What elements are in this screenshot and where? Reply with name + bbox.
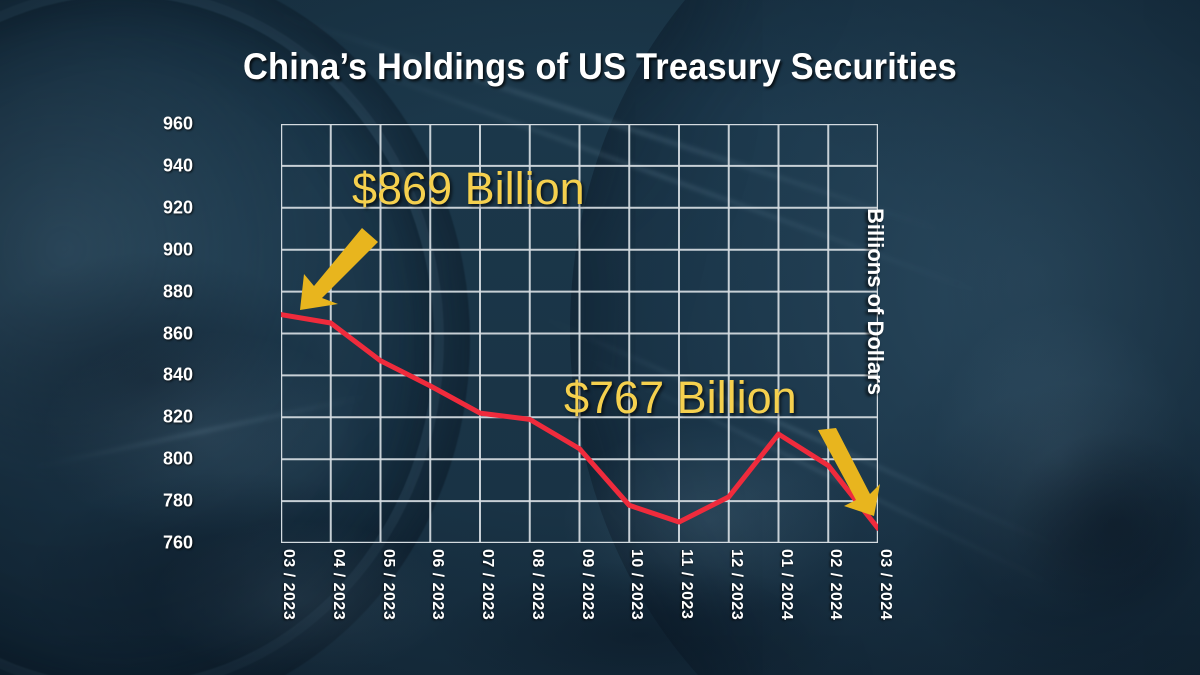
x-axis-tick-label: 09 / 2023 xyxy=(578,549,596,621)
x-axis-tick-label: 06 / 2023 xyxy=(429,549,447,621)
y-axis-tick-label: 760 xyxy=(162,532,193,553)
relief-shadow-2 xyxy=(20,470,440,675)
chart-grid xyxy=(281,124,878,543)
y-axis-title: Billions of Dollars xyxy=(863,208,888,396)
callout-arrow-down-left-icon xyxy=(300,228,378,310)
x-axis-tick-label: 04 / 2023 xyxy=(329,549,347,621)
x-axis-tick-label: 11 / 2023 xyxy=(678,549,695,620)
x-axis-tick-label: 05 / 2023 xyxy=(379,549,397,621)
page-title: China’s Holdings of US Treasury Securiti… xyxy=(242,46,958,87)
chart-plot-area xyxy=(281,124,878,543)
x-axis-tick-label: 02 / 2024 xyxy=(827,549,845,621)
x-axis-tick-label: 03 / 2024 xyxy=(877,549,894,621)
x-axis-tick-label: 08 / 2023 xyxy=(528,549,546,621)
y-axis-tick-label: 820 xyxy=(162,406,193,427)
y-axis-tick-label: 780 xyxy=(162,490,193,511)
y-axis-tick-label: 800 xyxy=(162,448,193,469)
relief-shadow-1 xyxy=(0,250,340,510)
y-axis-tick-label: 860 xyxy=(162,323,193,343)
start-value-callout: $869 Billion xyxy=(352,163,585,214)
y-axis-tick-label: 900 xyxy=(162,239,193,260)
y-axis-tick-label: 960 xyxy=(162,113,193,134)
x-axis-tick-label: 03 / 2023 xyxy=(280,549,297,621)
y-axis-tick-label: 880 xyxy=(162,281,193,302)
y-axis-tick-label: 920 xyxy=(162,197,193,218)
y-axis-tick-label: 840 xyxy=(162,364,193,385)
end-value-callout: $767 Billion xyxy=(564,372,797,423)
relief-highlight-2 xyxy=(150,520,450,675)
data-line xyxy=(281,124,878,543)
relief-shadow-5 xyxy=(430,560,850,675)
callout-arrow-down-right-icon xyxy=(818,428,880,516)
x-axis-tick-label: 07 / 2023 xyxy=(479,549,496,621)
x-axis-tick-labels: 03 / 2023 04 / 2023 05 / 2023 06 / 2023 07 /… xyxy=(280,549,894,649)
x-axis-tick-label: 01 / 2024 xyxy=(777,549,795,621)
x-axis-tick-label: 12 / 2023 xyxy=(727,549,745,621)
x-axis-tick-label: 10 / 2023 xyxy=(628,549,646,621)
y-axis-tick-label: 940 xyxy=(162,155,193,176)
relief-shadow-4 xyxy=(1010,430,1200,620)
